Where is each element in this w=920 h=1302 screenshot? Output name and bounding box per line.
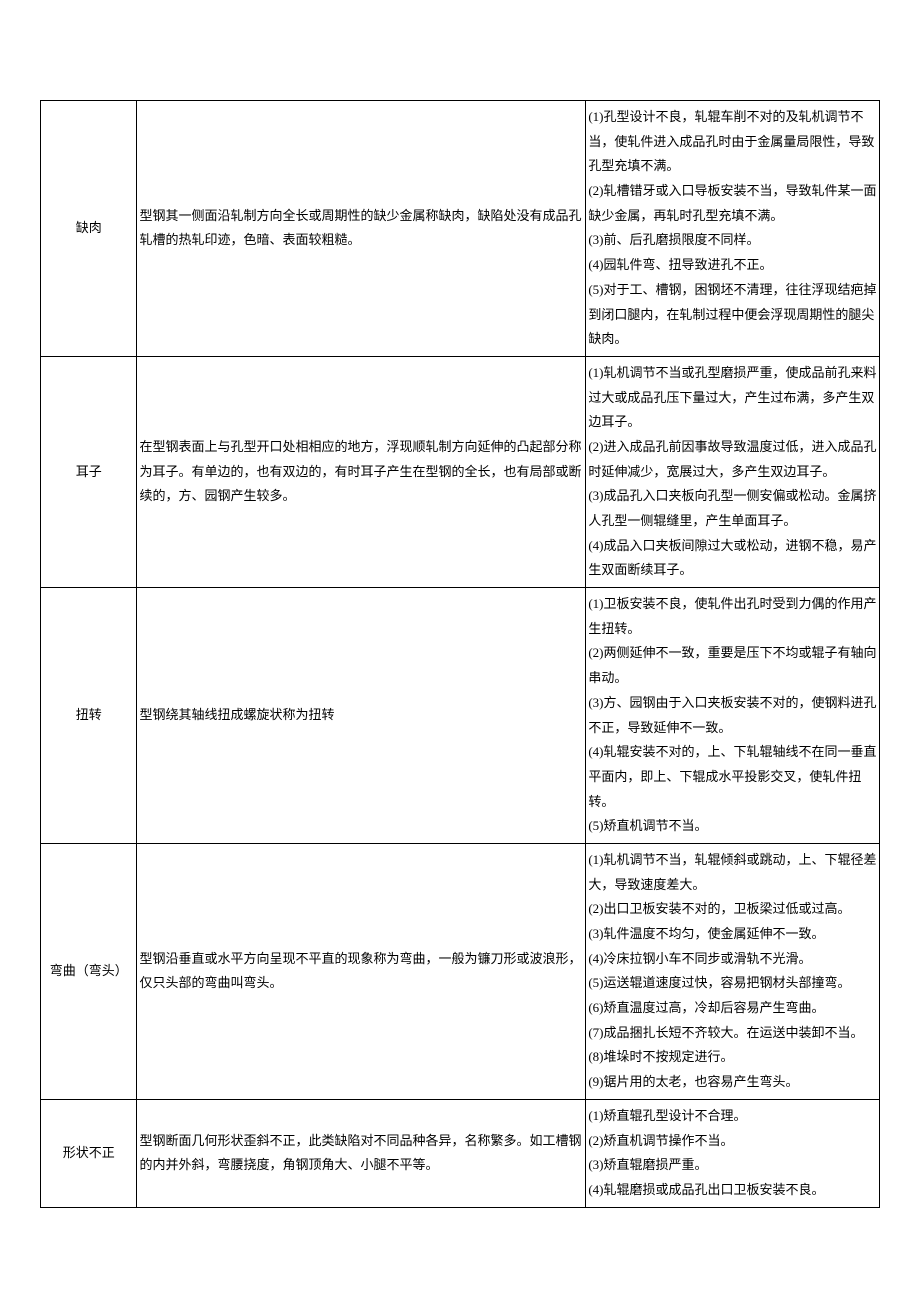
table-row: 弯曲（弯头）型钢沿垂直或水平方向呈现不平直的现象称为弯曲，一般为镰刀形或波浪形，… (41, 843, 880, 1099)
defect-description-cell: 型钢绕其轴线扭成螺旋状称为扭转 (137, 588, 586, 844)
cause-item: (1)轧机调节不当，轧辊倾斜或跳动，上、下辊径差大，导致速度差大。 (588, 848, 877, 897)
cause-item: (2)矫直机调节操作不当。 (588, 1129, 877, 1154)
cause-item: (3)前、后孔磨损限度不同样。 (588, 228, 877, 253)
defect-description-cell: 型钢断面几何形状歪斜不正，此类缺陷对不同品种各异，名称繁多。如工槽钢的内并外斜，… (137, 1099, 586, 1207)
cause-item: (1)孔型设计不良，轧辊车削不对的及轧机调节不当，使轧件进入成品孔时由于金属量局… (588, 105, 877, 179)
defect-name-cell: 缺肉 (41, 101, 137, 357)
defects-table: 缺肉型钢其一侧面沿轧制方向全长或周期性的缺少金属称缺肉，缺陷处没有成品孔轧槽的热… (40, 100, 880, 1208)
defect-name-cell: 耳子 (41, 356, 137, 587)
cause-item: (1)矫直辊孔型设计不合理。 (588, 1104, 877, 1129)
cause-item: (4)成品入口夹板间隙过大或松动，进钢不稳，易产生双面断续耳子。 (588, 534, 877, 583)
cause-item: (5)运送辊道速度过快，容易把钢材头部撞弯。 (588, 971, 877, 996)
defect-name-cell: 弯曲（弯头） (41, 843, 137, 1099)
cause-item: (8)堆垛时不按规定进行。 (588, 1045, 877, 1070)
cause-item: (2)进入成品孔前因事故导致温度过低，进入成品孔时延伸减少，宽展过大，多产生双边… (588, 435, 877, 484)
cause-item: (2)轧槽错牙或入口导板安装不当，导致轧件某一面缺少金属，再轧时孔型充填不满。 (588, 179, 877, 228)
cause-item: (7)成品捆扎长短不齐较大。在运送中装卸不当。 (588, 1021, 877, 1046)
defect-causes-cell: (1)轧机调节不当，轧辊倾斜或跳动，上、下辊径差大，导致速度差大。(2)出口卫板… (586, 843, 880, 1099)
defect-description-cell: 型钢其一侧面沿轧制方向全长或周期性的缺少金属称缺肉，缺陷处没有成品孔轧槽的热轧印… (137, 101, 586, 357)
cause-item: (2)出口卫板安装不对的，卫板梁过低或过高。 (588, 897, 877, 922)
cause-item: (2)两侧延伸不一致，重要是压下不均或辊子有轴向串动。 (588, 641, 877, 690)
cause-item: (5)对于工、槽钢，困钢坯不清理，往往浮现结疤掉到闭口腿内，在轧制过程中便会浮现… (588, 278, 877, 352)
defect-description-cell: 型钢沿垂直或水平方向呈现不平直的现象称为弯曲，一般为镰刀形或波浪形，仅只头部的弯… (137, 843, 586, 1099)
table-body: 缺肉型钢其一侧面沿轧制方向全长或周期性的缺少金属称缺肉，缺陷处没有成品孔轧槽的热… (41, 101, 880, 1208)
defect-causes-cell: (1)矫直辊孔型设计不合理。(2)矫直机调节操作不当。(3)矫直辊磨损严重。(4… (586, 1099, 880, 1207)
cause-item: (4)轧辊磨损或成品孔出口卫板安装不良。 (588, 1178, 877, 1203)
table-row: 缺肉型钢其一侧面沿轧制方向全长或周期性的缺少金属称缺肉，缺陷处没有成品孔轧槽的热… (41, 101, 880, 357)
cause-item: (4)园轧件弯、扭导致进孔不正。 (588, 253, 877, 278)
cause-item: (6)矫直温度过高，冷却后容易产生弯曲。 (588, 996, 877, 1021)
cause-item: (3)成品孔入口夹板向孔型一侧安偏或松动。金属挤人孔型一侧辊缝里，产生单面耳子。 (588, 484, 877, 533)
cause-item: (3)方、园钢由于入口夹板安装不对的，使钢料进孔不正，导致延伸不一致。 (588, 691, 877, 740)
cause-item: (1)轧机调节不当或孔型磨损严重，使成品前孔来料过大或成品孔压下量过大，产生过布… (588, 361, 877, 435)
cause-item: (3)矫直辊磨损严重。 (588, 1153, 877, 1178)
defect-causes-cell: (1)轧机调节不当或孔型磨损严重，使成品前孔来料过大或成品孔压下量过大，产生过布… (586, 356, 880, 587)
defect-name-cell: 形状不正 (41, 1099, 137, 1207)
cause-item: (5)矫直机调节不当。 (588, 814, 877, 839)
defect-causes-cell: (1)卫板安装不良，使轧件出孔时受到力偶的作用产生扭转。(2)两侧延伸不一致，重… (586, 588, 880, 844)
table-row: 耳子在型钢表面上与孔型开口处相相应的地方，浮现顺轧制方向延伸的凸起部分称为耳子。… (41, 356, 880, 587)
table-row: 形状不正型钢断面几何形状歪斜不正，此类缺陷对不同品种各异，名称繁多。如工槽钢的内… (41, 1099, 880, 1207)
defect-description-cell: 在型钢表面上与孔型开口处相相应的地方，浮现顺轧制方向延伸的凸起部分称为耳子。有单… (137, 356, 586, 587)
cause-item: (4)冷床拉钢小车不同步或滑轨不光滑。 (588, 947, 877, 972)
table-row: 扭转型钢绕其轴线扭成螺旋状称为扭转(1)卫板安装不良，使轧件出孔时受到力偶的作用… (41, 588, 880, 844)
defect-name-cell: 扭转 (41, 588, 137, 844)
cause-item: (4)轧辊安装不对的，上、下轧辊轴线不在同一垂直平面内，即上、下辊成水平投影交叉… (588, 740, 877, 814)
cause-item: (1)卫板安装不良，使轧件出孔时受到力偶的作用产生扭转。 (588, 592, 877, 641)
cause-item: (3)轧件温度不均匀，使金属延伸不一致。 (588, 922, 877, 947)
defect-causes-cell: (1)孔型设计不良，轧辊车削不对的及轧机调节不当，使轧件进入成品孔时由于金属量局… (586, 101, 880, 357)
cause-item: (9)锯片用的太老，也容易产生弯头。 (588, 1070, 877, 1095)
